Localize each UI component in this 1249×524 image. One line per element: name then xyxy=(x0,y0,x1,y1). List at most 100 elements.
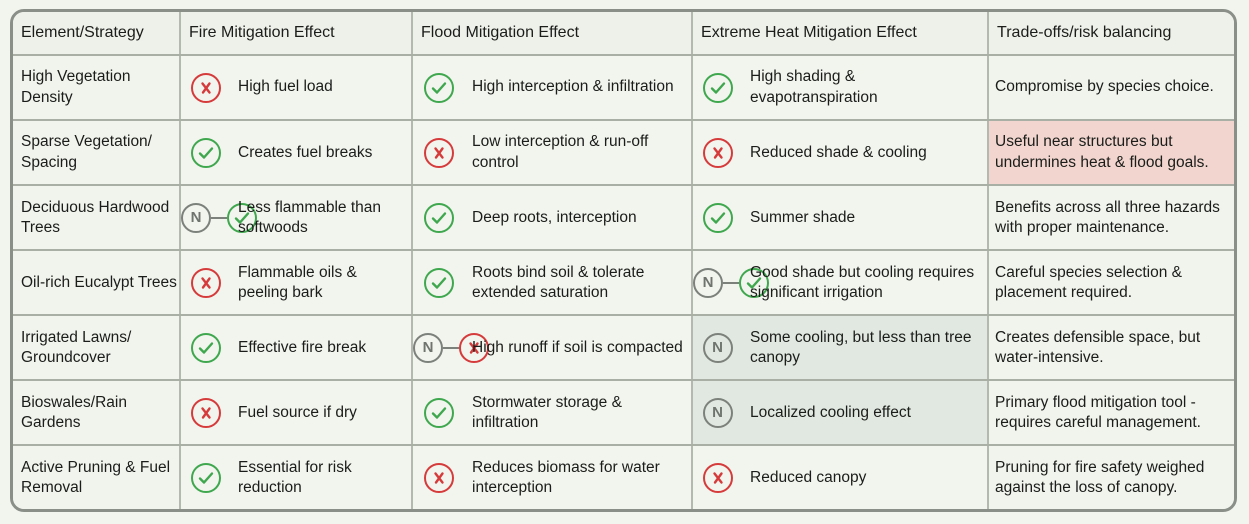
table-row: High Vegetation Density High fuel load Hig… xyxy=(13,55,1234,122)
flood-effect-text: Reduces biomass for water interception xyxy=(464,445,694,509)
tradeoff-text: Primary flood mitigation tool - requires… xyxy=(988,380,1234,447)
table-row: Active Pruning & Fuel Removal Essential f… xyxy=(13,445,1234,509)
neutral-icon: N xyxy=(702,397,733,428)
neutral-icon: N xyxy=(413,332,444,363)
fire-effect-text: Effective fire break xyxy=(230,315,414,382)
flood-rating-cell: N xyxy=(412,315,490,382)
x-icon xyxy=(190,397,221,428)
rating-icon xyxy=(423,137,454,168)
heat-rating-cell xyxy=(692,120,743,187)
check-icon xyxy=(190,137,221,168)
flood-rating-cell xyxy=(412,185,465,252)
table-row: Bioswales/Rain Gardens Fuel source if dry… xyxy=(13,380,1234,447)
fire-effect-text: High fuel load xyxy=(230,55,414,122)
flood-rating-cell xyxy=(412,120,465,187)
tradeoff-text: Careful species selection & placement re… xyxy=(988,250,1234,317)
rating-icon: N xyxy=(702,397,733,428)
table-row: Irrigated Lawns/ Groundcover Effective fi… xyxy=(13,315,1234,382)
heat-rating-cell: N xyxy=(692,250,770,317)
rating-icon xyxy=(190,332,221,363)
flood-rating-cell xyxy=(412,250,465,317)
heat-rating-cell xyxy=(692,55,743,122)
header-element: Element/Strategy xyxy=(13,12,181,56)
fire-effect-text: Less flammable than softwoods xyxy=(230,185,414,252)
rating-icon xyxy=(190,72,221,103)
table-body: High Vegetation Density High fuel load Hig… xyxy=(13,55,1234,509)
tradeoff-text: Creates defensible space, but water-inte… xyxy=(988,315,1234,382)
check-icon xyxy=(190,332,221,363)
tradeoff-text: Compromise by species choice. xyxy=(988,55,1234,122)
header-heat: Extreme Heat Mitigation Effect xyxy=(692,12,990,56)
neutral-letter: N xyxy=(712,404,723,422)
rating-icon xyxy=(423,202,454,233)
flood-effect-text: High runoff if soil is compacted xyxy=(464,315,694,382)
heat-effect-text: Reduced shade & cooling xyxy=(742,120,990,187)
fire-effect-text: Flammable oils & peeling bark xyxy=(230,250,414,317)
fire-rating-cell xyxy=(180,380,230,447)
heat-effect-text: Good shade but cooling requires signific… xyxy=(742,250,990,317)
rating-icon xyxy=(702,462,733,493)
flood-rating-cell xyxy=(412,445,464,509)
header-tradeoff: Trade-offs/risk balancing xyxy=(988,12,1234,56)
heat-effect-text: Summer shade xyxy=(742,185,990,252)
fire-rating-cell: N xyxy=(180,185,257,252)
rating-icon xyxy=(190,267,221,298)
tradeoff-text: Pruning for fire safety weighed against … xyxy=(988,445,1234,509)
check-icon xyxy=(423,267,454,298)
neutral-icon: N xyxy=(702,332,733,363)
check-icon xyxy=(423,72,454,103)
neutral-letter: N xyxy=(702,273,714,291)
fire-rating-cell xyxy=(180,55,230,122)
check-icon xyxy=(702,72,733,103)
element-name: High Vegetation Density xyxy=(13,55,181,122)
check-icon xyxy=(423,397,454,428)
neutral-letter: N xyxy=(712,339,723,357)
header-row: Element/Strategy Fire Mitigation Effect … xyxy=(13,12,1234,56)
heat-rating-cell xyxy=(692,185,743,252)
flood-effect-text: High interception & infiltration xyxy=(464,55,694,122)
header-flood: Flood Mitigation Effect xyxy=(412,12,694,56)
table-row: Oil-rich Eucalypt Trees Flammable oils & … xyxy=(13,250,1234,317)
element-name: Irrigated Lawns/ Groundcover xyxy=(13,315,181,382)
strategy-table: Element/Strategy Fire Mitigation Effect … xyxy=(13,12,1234,509)
flood-effect-text: Stormwater storage & infiltration xyxy=(464,380,694,447)
check-icon xyxy=(423,202,454,233)
heat-effect-text: Reduced canopy xyxy=(742,445,990,509)
element-name: Active Pruning & Fuel Removal xyxy=(13,445,181,509)
rating-icon xyxy=(190,397,221,428)
connector-line xyxy=(443,346,460,349)
strategy-table-frame: Element/Strategy Fire Mitigation Effect … xyxy=(10,9,1237,512)
element-name: Bioswales/Rain Gardens xyxy=(13,380,181,447)
x-icon xyxy=(702,462,733,493)
fire-rating-cell xyxy=(180,250,230,317)
element-name: Oil-rich Eucalypt Trees xyxy=(13,250,181,317)
connector-line xyxy=(723,281,740,284)
heat-effect-text: Localized cooling effect xyxy=(742,380,990,447)
rating-icon: N xyxy=(702,332,733,363)
fire-rating-cell xyxy=(180,120,230,187)
check-icon xyxy=(190,462,221,493)
fire-effect-text: Essential for risk reduction xyxy=(230,445,414,509)
x-icon xyxy=(423,462,454,493)
table-row: Sparse Vegetation/ Spacing Creates fuel b… xyxy=(13,120,1234,187)
fire-rating-cell xyxy=(180,315,230,382)
element-name: Deciduous Hardwood Trees xyxy=(13,185,181,252)
rating-icon xyxy=(190,462,221,493)
rating-icon xyxy=(702,137,733,168)
rating-icon xyxy=(423,462,454,493)
rating-icon xyxy=(423,397,454,428)
heat-effect-text: High shading & evapotranspiration xyxy=(742,55,990,122)
neutral-icon: N xyxy=(181,202,211,233)
fire-effect-text: Fuel source if dry xyxy=(230,380,414,447)
rating-icon xyxy=(423,267,454,298)
neutral-letter: N xyxy=(422,339,434,357)
tradeoff-text: Useful near structures but undermines he… xyxy=(988,120,1234,187)
x-icon xyxy=(423,137,454,168)
flood-rating-cell xyxy=(412,55,465,122)
element-name: Sparse Vegetation/ Spacing xyxy=(13,120,181,187)
x-icon xyxy=(190,267,221,298)
heat-rating-cell: N xyxy=(692,380,743,447)
rating-icon xyxy=(190,137,221,168)
rating-icon xyxy=(702,202,733,233)
fire-effect-text: Creates fuel breaks xyxy=(230,120,414,187)
